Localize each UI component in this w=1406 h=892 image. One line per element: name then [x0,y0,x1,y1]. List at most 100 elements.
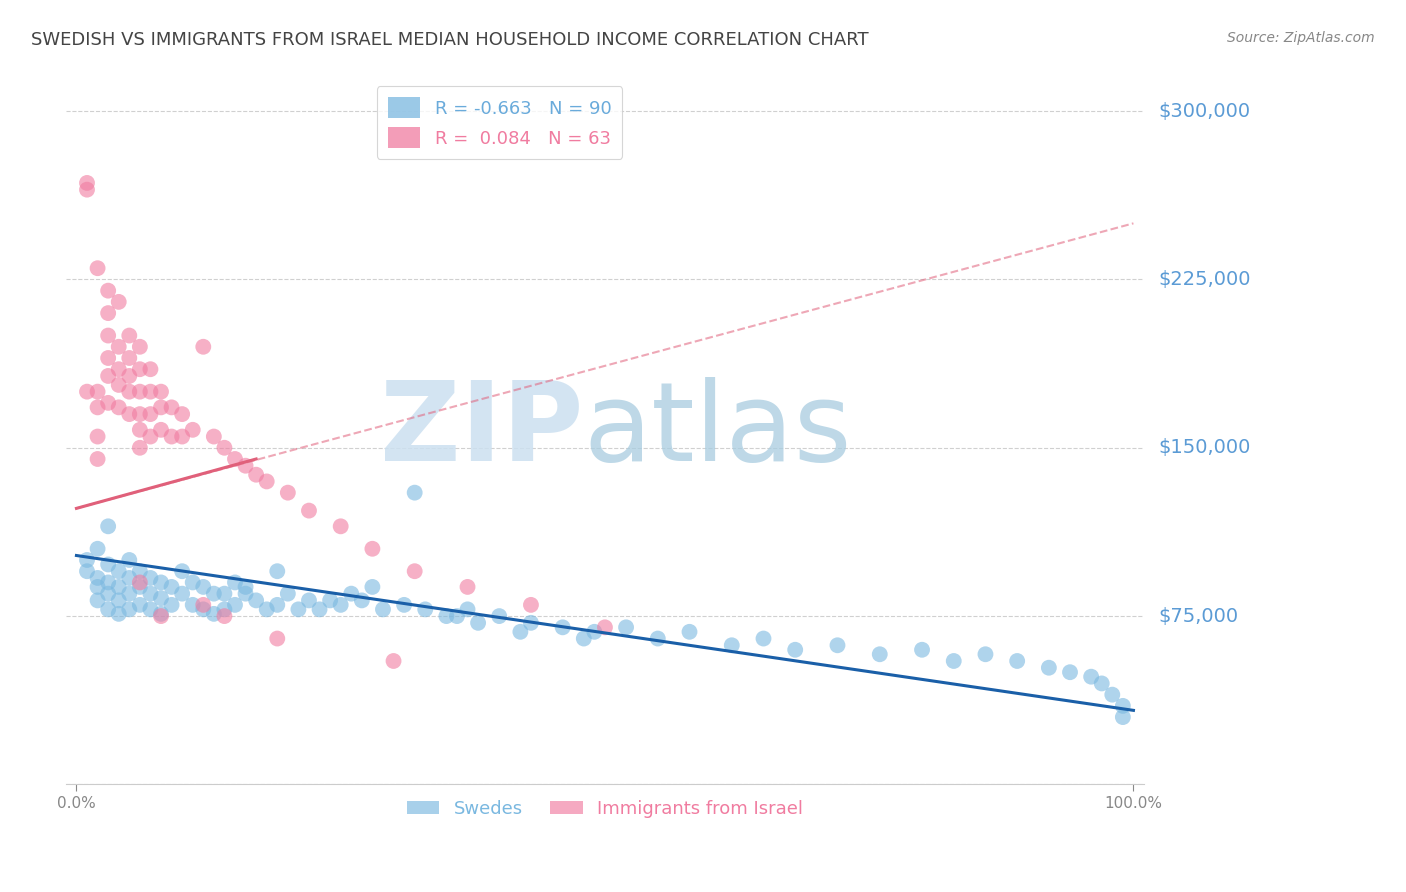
Point [193,598,215,612]
Point [520,615,543,630]
Point [287,602,309,616]
Point [583,624,606,639]
Point [86,580,108,594]
Point [118,571,141,585]
Point [139,384,162,399]
Point [150,423,173,437]
Point [1112,698,1135,713]
Point [647,632,669,646]
Point [76,183,98,197]
Point [1091,676,1114,690]
Point [107,593,129,607]
Point [76,564,98,578]
Point [193,340,215,354]
Point [467,615,489,630]
Point [128,423,150,437]
Point [245,593,267,607]
Text: $300,000: $300,000 [1159,102,1250,120]
Point [181,575,204,590]
Point [1101,688,1123,702]
Point [214,602,236,616]
Point [509,624,531,639]
Point [150,384,173,399]
Point [457,580,479,594]
Text: ZIP: ZIP [380,377,583,484]
Point [350,593,373,607]
Point [457,602,479,616]
Point [214,587,236,601]
Point [1059,665,1081,680]
Point [181,598,204,612]
Point [202,587,225,601]
Point [256,602,278,616]
Point [1112,710,1135,724]
Point [277,485,299,500]
Point [118,368,141,383]
Point [76,176,98,190]
Point [235,458,257,473]
Point [214,609,236,624]
Point [139,407,162,421]
Point [86,452,108,467]
Point [446,609,468,624]
Point [139,587,162,601]
Point [172,587,194,601]
Point [86,571,108,585]
Point [107,607,129,621]
Point [245,467,267,482]
Point [340,587,363,601]
Point [118,384,141,399]
Point [371,602,394,616]
Point [86,401,108,415]
Point [235,580,257,594]
Point [361,580,384,594]
Point [172,564,194,578]
Point [193,580,215,594]
Point [974,647,997,661]
Point [97,396,120,410]
Point [172,429,194,443]
Point [86,429,108,443]
Point [298,593,321,607]
Point [97,519,120,533]
Point [172,407,194,421]
Point [139,571,162,585]
Point [308,602,330,616]
Point [520,598,543,612]
Point [193,602,215,616]
Point [150,607,173,621]
Point [1005,654,1028,668]
Point [214,441,236,455]
Point [298,503,321,517]
Point [86,541,108,556]
Text: $75,000: $75,000 [1159,607,1239,625]
Point [160,429,183,443]
Point [202,607,225,621]
Point [404,564,426,578]
Point [361,541,384,556]
Point [551,620,574,634]
Point [593,620,616,634]
Point [86,593,108,607]
Point [266,598,288,612]
Point [382,654,405,668]
Point [785,642,807,657]
Point [413,602,436,616]
Point [139,602,162,616]
Point [160,401,183,415]
Point [404,485,426,500]
Point [392,598,415,612]
Point [107,401,129,415]
Point [319,593,342,607]
Point [150,591,173,606]
Point [256,475,278,489]
Point [97,351,120,365]
Text: SWEDISH VS IMMIGRANTS FROM ISRAEL MEDIAN HOUSEHOLD INCOME CORRELATION CHART: SWEDISH VS IMMIGRANTS FROM ISRAEL MEDIAN… [31,31,869,49]
Point [150,609,173,624]
Point [107,340,129,354]
Point [572,632,595,646]
Point [942,654,965,668]
Point [678,624,700,639]
Point [97,558,120,572]
Point [1080,670,1102,684]
